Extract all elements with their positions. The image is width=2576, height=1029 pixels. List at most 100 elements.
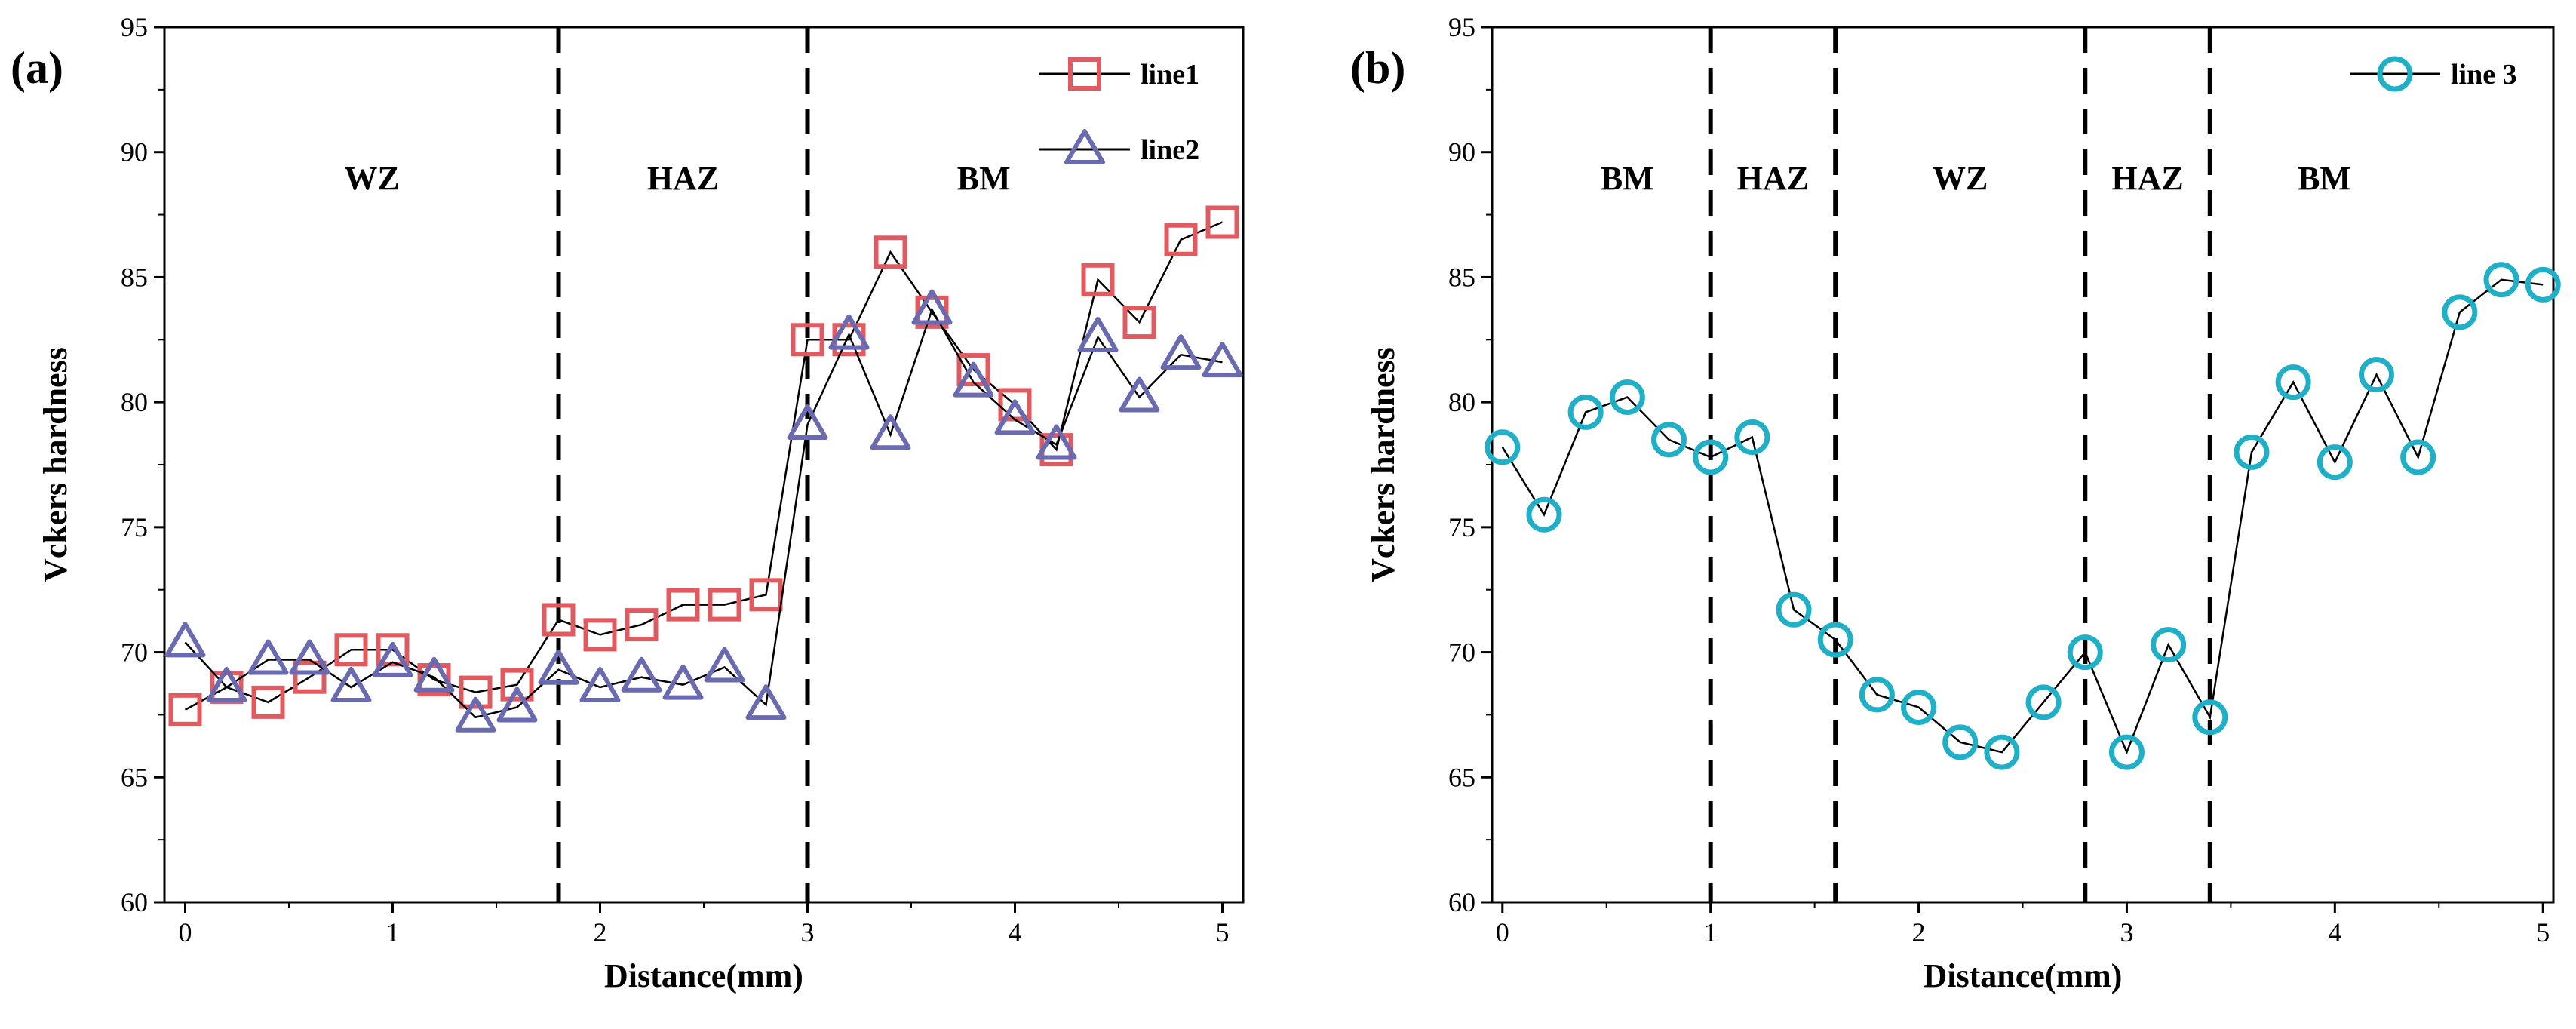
data-point bbox=[1485, 429, 1521, 465]
y-axis-title: Vckers hardness bbox=[37, 347, 74, 582]
panel-label: (b) bbox=[1350, 43, 1405, 93]
data-point bbox=[2317, 444, 2353, 481]
data-point bbox=[662, 664, 704, 700]
chart-panel-a: (a) 60 65 70 75 80 85 90 95 0 1 2 3 4 5 Distance(mm) Vck… bbox=[11, 12, 1245, 994]
data-point bbox=[1984, 734, 2020, 770]
data-point bbox=[1942, 724, 1979, 760]
y-tick-label: 80 bbox=[1448, 387, 1475, 417]
region-label: BM bbox=[1601, 160, 1654, 197]
data-point bbox=[2275, 364, 2311, 401]
data-point bbox=[874, 235, 907, 269]
legend-label: line2 bbox=[1141, 134, 1199, 166]
data-point bbox=[1651, 422, 1687, 458]
data-point bbox=[583, 618, 617, 652]
data-point bbox=[293, 660, 327, 694]
legend-label: line1 bbox=[1141, 59, 1199, 91]
data-point bbox=[330, 666, 372, 702]
data-point bbox=[870, 414, 911, 450]
data-point bbox=[496, 687, 538, 723]
x-tick-label: 3 bbox=[2120, 917, 2133, 948]
y-tick-label: 70 bbox=[1448, 637, 1475, 668]
x-axis-title: Distance(mm) bbox=[1924, 957, 2123, 994]
data-point bbox=[704, 647, 745, 683]
x-tick-label: 1 bbox=[386, 917, 400, 948]
data-point bbox=[542, 603, 576, 637]
data-point bbox=[2525, 266, 2561, 303]
region-label: WZ bbox=[1933, 160, 1988, 197]
region-label: WZ bbox=[344, 160, 399, 197]
data-point bbox=[1119, 376, 1160, 413]
data-point bbox=[2483, 262, 2519, 298]
y-tick-label: 90 bbox=[121, 137, 148, 167]
x-tick-label: 5 bbox=[1216, 917, 1230, 948]
data-point bbox=[1036, 424, 1077, 460]
plot-frame bbox=[1491, 26, 2555, 904]
data-point bbox=[911, 289, 953, 325]
data-point bbox=[1077, 316, 1119, 352]
data-point bbox=[1081, 263, 1115, 296]
y-axis-title: Vckers hardness bbox=[1365, 347, 1402, 582]
data-point bbox=[2108, 734, 2145, 770]
x-axis-title: Distance(mm) bbox=[604, 957, 803, 994]
x-tick-label: 5 bbox=[2536, 917, 2550, 948]
data-point bbox=[164, 622, 206, 658]
data-point bbox=[2442, 294, 2478, 330]
x-tick-label: 1 bbox=[1704, 917, 1718, 948]
data-point bbox=[1609, 379, 1645, 416]
x-tick-label: 2 bbox=[1912, 917, 1926, 948]
region-label: BM bbox=[2298, 160, 2351, 197]
data-point bbox=[247, 639, 289, 675]
data-point bbox=[956, 353, 990, 387]
y-tick-label: 90 bbox=[1448, 137, 1475, 167]
data-point bbox=[334, 633, 368, 667]
data-point bbox=[1160, 334, 1202, 370]
y-tick-label: 70 bbox=[121, 637, 148, 668]
data-point bbox=[206, 666, 247, 702]
panel-label: (a) bbox=[11, 43, 63, 93]
x-tick-label: 4 bbox=[2328, 917, 2341, 948]
data-point bbox=[1164, 223, 1198, 256]
data-point bbox=[372, 641, 413, 677]
legend-label: line 3 bbox=[2451, 59, 2517, 91]
x-tick-label: 0 bbox=[179, 917, 192, 948]
y-tick-label: 95 bbox=[121, 12, 148, 42]
region-label: HAZ bbox=[2111, 160, 2183, 197]
data-point bbox=[1859, 677, 1895, 713]
region-label: HAZ bbox=[647, 160, 719, 197]
data-point bbox=[787, 404, 828, 440]
legend-marker bbox=[2377, 56, 2413, 92]
data-point bbox=[2025, 684, 2062, 720]
data-point bbox=[1205, 205, 1239, 239]
y-tick-label: 85 bbox=[121, 262, 148, 292]
data-point bbox=[1734, 419, 1770, 456]
data-point bbox=[2234, 434, 2270, 470]
data-point bbox=[376, 633, 410, 667]
region-label: BM bbox=[957, 160, 1011, 197]
data-point bbox=[2192, 699, 2228, 736]
legend-marker bbox=[1064, 129, 1105, 164]
y-tick-label: 65 bbox=[1448, 762, 1475, 792]
y-tick-label: 65 bbox=[121, 762, 148, 792]
data-point bbox=[828, 314, 870, 350]
data-point bbox=[1901, 689, 1937, 725]
data-point bbox=[289, 639, 330, 675]
data-point bbox=[1567, 394, 1604, 430]
data-point bbox=[708, 588, 741, 622]
region-label: HAZ bbox=[1737, 160, 1809, 197]
data-point bbox=[1693, 439, 1729, 475]
data-point bbox=[2359, 357, 2394, 393]
data-point bbox=[538, 649, 579, 685]
data-point bbox=[1526, 496, 1562, 533]
y-tick-label: 75 bbox=[121, 512, 148, 542]
x-tick-label: 3 bbox=[801, 917, 815, 948]
x-tick-label: 0 bbox=[1496, 917, 1509, 948]
x-tick-label: 4 bbox=[1009, 917, 1022, 948]
data-point bbox=[455, 696, 496, 733]
y-tick-label: 60 bbox=[1448, 887, 1475, 917]
y-tick-label: 75 bbox=[1448, 512, 1475, 542]
data-point bbox=[1202, 342, 1243, 378]
data-point bbox=[745, 684, 787, 720]
data-point bbox=[459, 675, 493, 709]
legend-marker bbox=[1068, 57, 1101, 91]
